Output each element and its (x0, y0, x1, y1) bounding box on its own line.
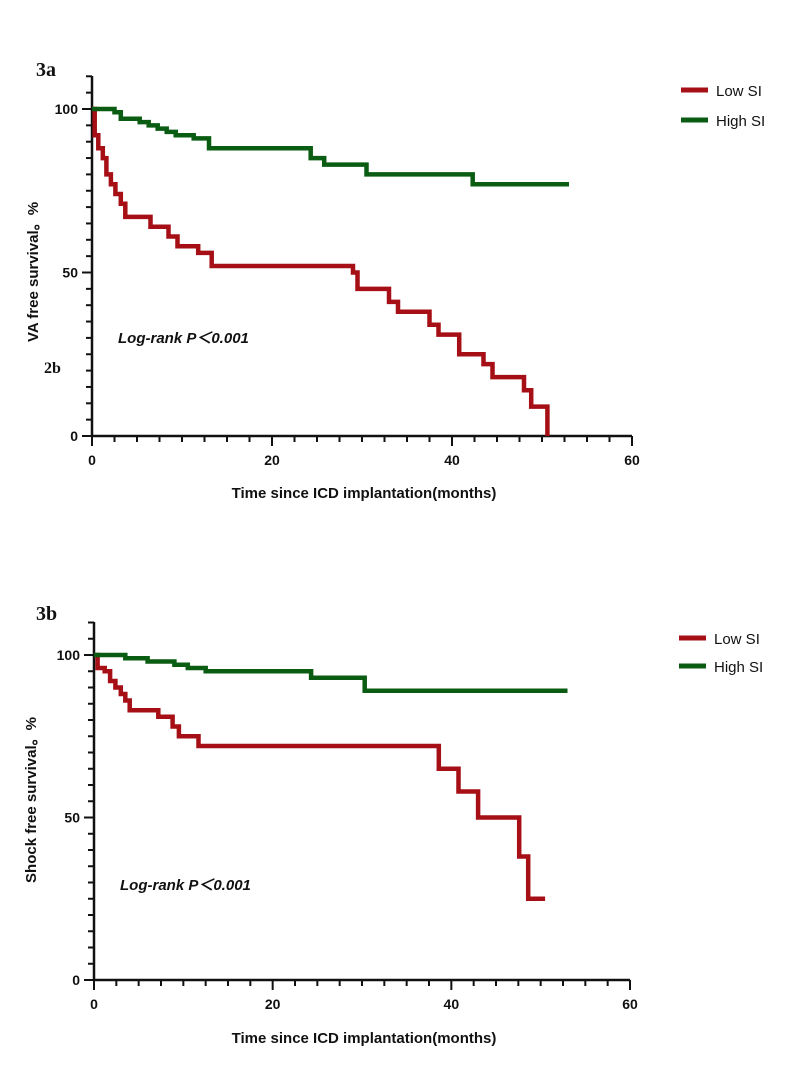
y-axis-label: VA free survival。% (25, 202, 42, 342)
panel-3b-label: 3b (36, 603, 57, 625)
x-tick-label: 60 (622, 996, 638, 1012)
y-tick-label: 100 (55, 101, 79, 117)
survival-curves (94, 652, 568, 902)
y-tick-label: 0 (70, 428, 78, 444)
curve-high-si (92, 106, 569, 187)
y-tick-label: 50 (62, 265, 78, 281)
legend-label-high-si: High SI (714, 659, 763, 676)
axes-ticks: 0 50 100 0 20 40 60 (55, 75, 640, 468)
x-tick-label: 20 (265, 996, 281, 1012)
legend: Low SI High SI (681, 83, 765, 130)
x-tick-label: 0 (88, 452, 96, 468)
panel-3a-label: 3a (36, 59, 56, 81)
survival-curves (92, 106, 569, 436)
x-tick-label: 40 (444, 996, 460, 1012)
x-tick-label: 40 (444, 452, 460, 468)
y-axis-label: Shock free survival。% (23, 717, 40, 883)
axes-ticks: 0 50 100 0 20 40 60 (57, 621, 638, 1012)
x-tick-label: 0 (90, 996, 98, 1012)
x-axis-label: Time since ICD implantation(months) (232, 485, 497, 502)
log-rank-annotation: Log-rank P＜0.001 (118, 330, 249, 347)
x-tick-label: 60 (624, 452, 640, 468)
legend-label-high-si: High SI (716, 113, 765, 130)
panel-3b: 3b Log-rank P＜0.001 Time since ICD impla… (23, 603, 763, 1047)
x-axis-label: Time since ICD implantation(months) (232, 1030, 497, 1047)
curve-low-si (94, 652, 546, 902)
y-tick-label: 0 (72, 972, 80, 988)
legend: Low SI High SI (679, 631, 763, 676)
curve-high-si (94, 652, 568, 694)
panel-3a: 3a 2b Log-rank P＜0.001 Time since ICD im… (25, 59, 765, 502)
stray-panel-label: 2b (44, 360, 61, 377)
log-rank-annotation: Log-rank P＜0.001 (120, 877, 251, 894)
legend-label-low-si: Low SI (716, 83, 762, 100)
y-tick-label: 100 (57, 647, 81, 663)
x-tick-label: 20 (264, 452, 280, 468)
legend-label-low-si: Low SI (714, 631, 760, 648)
curve-low-si (92, 106, 550, 436)
y-tick-label: 50 (64, 810, 80, 826)
